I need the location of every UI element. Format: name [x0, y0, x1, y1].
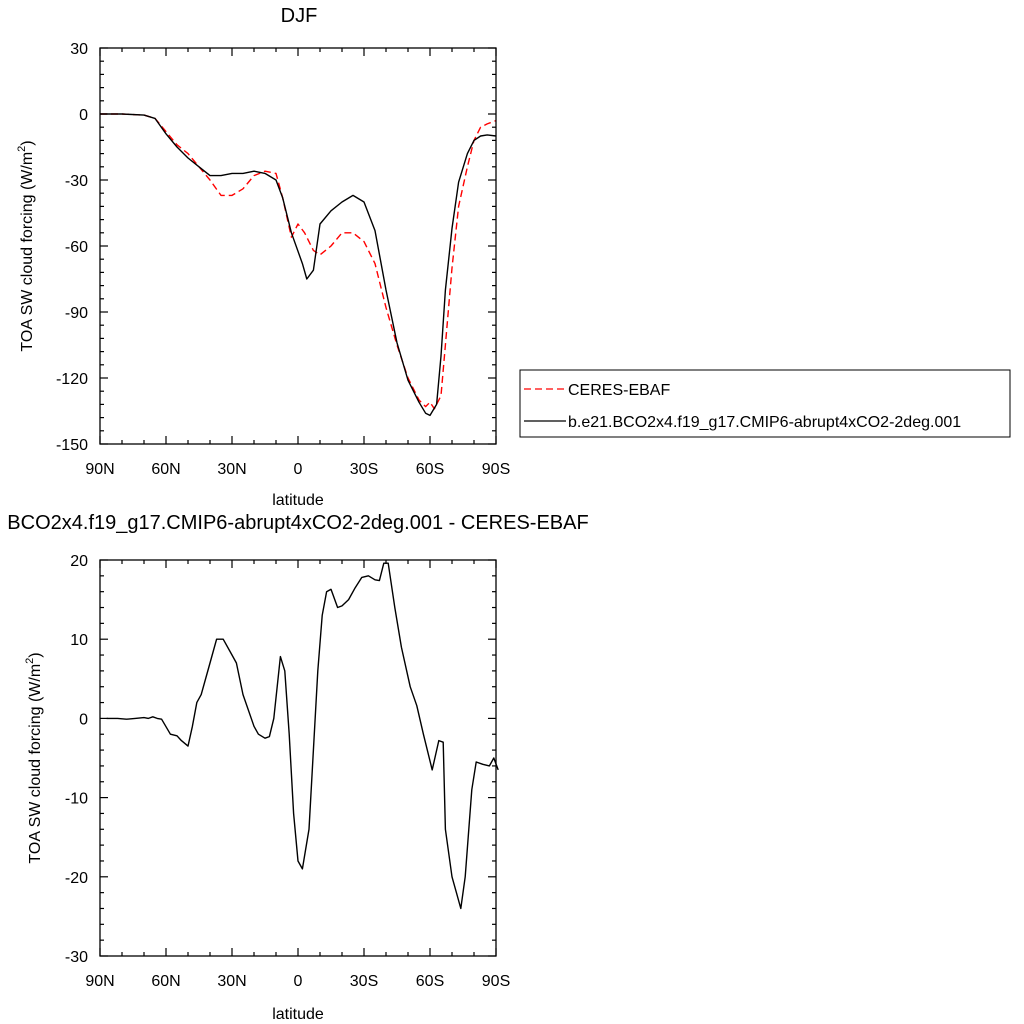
top-ytick-label: -90 [65, 305, 88, 322]
bottom-panel-ylabel-end: ) [27, 652, 44, 657]
top-ytick-label: 0 [79, 107, 88, 124]
bottom-ytick-label: -20 [65, 870, 88, 887]
top-xtick-label: 60N [151, 461, 180, 478]
top-xtick-label: 30N [217, 461, 246, 478]
top-ytick-label: -150 [56, 437, 88, 454]
bottom-xtick-label: 30S [350, 973, 378, 990]
top-panel-ylabel-sup: 2 [16, 146, 28, 152]
bottom-xtick-label: 90N [85, 973, 114, 990]
legend-label-model: b.e21.BCO2x4.f19_g17.CMIP6-abrupt4xCO2-2… [568, 414, 961, 431]
top-series-line-1 [100, 113, 497, 417]
top-panel: DJF 90N 60N 30N 0 30S 60S 90S 30 0 -30 -60 -90 -120 -… [16, 5, 510, 509]
bottom-ytick-label: 0 [79, 711, 88, 728]
top-series-line-0 [100, 113, 497, 410]
top-panel-xlabel: latitude [272, 492, 324, 509]
bottom-ytick-label: 10 [70, 632, 88, 649]
legend-label-ceres: CERES-EBAF [568, 382, 670, 399]
bottom-panel-ylabel-sup: 2 [24, 658, 36, 664]
top-xtick-label: 90N [85, 461, 114, 478]
bottom-panel-frame [99, 559, 497, 957]
bottom-xtick-label: 60S [416, 973, 444, 990]
bottom-xtick-label: 90S [482, 973, 510, 990]
legend-box [519, 369, 1011, 438]
top-xtick-label: 60S [416, 461, 444, 478]
legend: CERES-EBAF b.e21.BCO2x4.f19_g17.CMIP6-ab… [519, 369, 1011, 438]
top-panel-frame [99, 47, 497, 445]
top-xtick-label: 30S [350, 461, 378, 478]
bottom-xtick-label: 60N [151, 973, 180, 990]
top-ytick-label: -120 [56, 371, 88, 388]
bottom-panel-xlabel: latitude [272, 1006, 324, 1023]
bottom-panel-axes: 90N 60N 30N 0 30S 60S 90S 20 10 0 -10 -20 -30 [65, 553, 510, 990]
top-xtick-label: 90S [482, 461, 510, 478]
bottom-panel-series [106, 562, 499, 910]
top-panel-ylabel: TOA SW cloud forcing (W/m2) [16, 140, 36, 351]
bottom-panel-title: BCO2x4.f19_g17.CMIP6-abrupt4xCO2-2deg.00… [7, 512, 588, 534]
bottom-ytick-label: -10 [65, 791, 88, 808]
top-panel-axes: 90N 60N 30N 0 30S 60S 90S 30 0 -30 -60 -90 -120 -150 [56, 41, 510, 478]
top-panel-ylabel-main: TOA SW cloud forcing (W/m [19, 152, 36, 352]
bottom-panel-ylabel-main: TOA SW cloud forcing (W/m [27, 664, 44, 864]
bottom-panel-ylabel: TOA SW cloud forcing (W/m2) [24, 652, 44, 863]
bottom-ytick-label: 20 [70, 553, 88, 570]
top-ytick-label: 30 [70, 41, 88, 58]
bottom-ytick-label: -30 [65, 949, 88, 966]
top-ytick-label: -60 [65, 239, 88, 256]
top-panel-ylabel-end: ) [19, 140, 36, 145]
top-panel-title: DJF [281, 5, 318, 27]
bottom-xtick-label: 30N [217, 973, 246, 990]
bottom-series-line-0 [106, 562, 499, 910]
top-panel-series [100, 113, 497, 417]
top-xtick-label: 0 [294, 461, 303, 478]
top-ytick-label: -30 [65, 173, 88, 190]
bottom-panel: BCO2x4.f19_g17.CMIP6-abrupt4xCO2-2deg.00… [7, 512, 588, 1023]
bottom-xtick-label: 0 [294, 973, 303, 990]
